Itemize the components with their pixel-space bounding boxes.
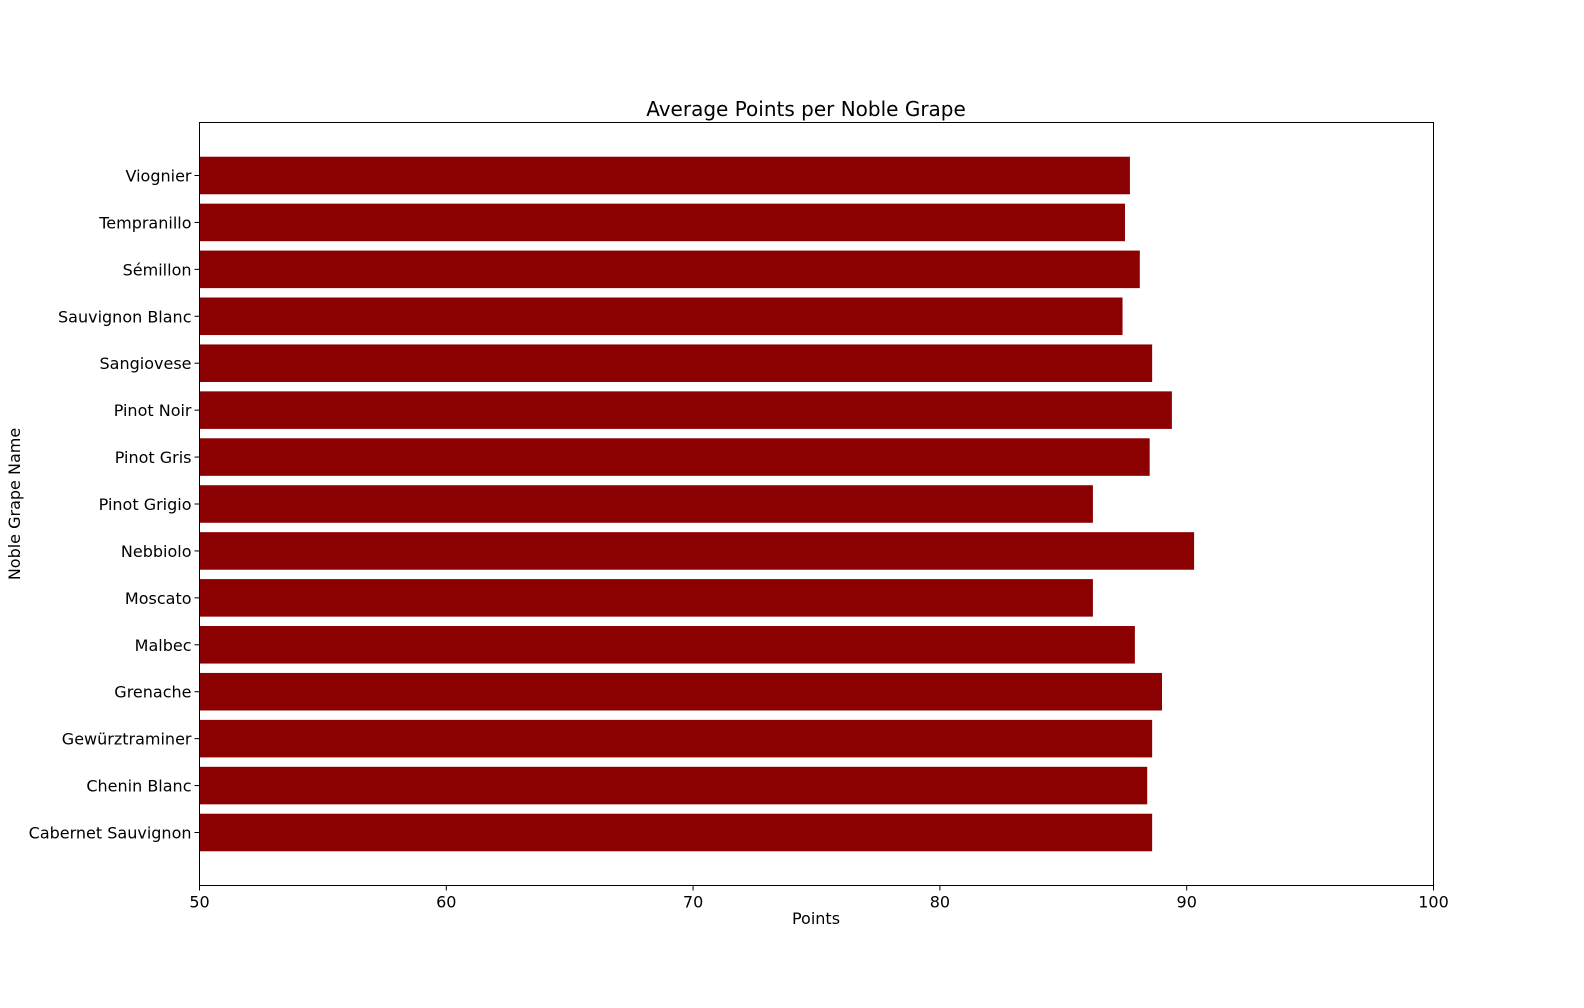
bar-pinot-grigio (199, 485, 1093, 523)
y-tick-label-sauvignon-blanc: Sauvignon Blanc (58, 307, 192, 326)
y-tick-label-gewurztraminer: Gewürztraminer (62, 730, 192, 749)
y-axis-label: Noble Grape Name (5, 428, 24, 580)
y-tick-label-tempranillo: Tempranillo (98, 213, 191, 232)
y-tick-label-semillon: Sémillon (123, 260, 192, 279)
y-tick-label-cabernet-sauvignon: Cabernet Sauvignon (29, 824, 192, 843)
bar-sauvignon-blanc (199, 297, 1123, 336)
bar-pinot-noir (199, 391, 1172, 429)
y-tick-label-nebbiolo: Nebbiolo (121, 542, 192, 561)
y-tick-label-pinot-grigio: Pinot Grigio (99, 495, 192, 514)
x-tick-label-60: 60 (436, 893, 456, 912)
bar-tempranillo (199, 203, 1125, 242)
bar-chenin-blanc (199, 766, 1148, 805)
bar-sangiovese (199, 344, 1153, 382)
x-axis: 50 60 70 80 90 100 (189, 885, 1449, 912)
bar-semillon (199, 250, 1140, 289)
bar-moscato (199, 579, 1093, 617)
bar-pinot-gris (199, 438, 1150, 476)
y-tick-label-grenache: Grenache (114, 683, 191, 702)
x-tick-label-90: 90 (1177, 893, 1197, 912)
x-tick-label-70: 70 (683, 893, 703, 912)
x-tick-label-80: 80 (930, 893, 950, 912)
y-tick-label-pinot-noir: Pinot Noir (114, 401, 192, 420)
y-tick-label-sangiovese: Sangiovese (100, 354, 192, 373)
y-axis: Cabernet Sauvignon Chenin Blanc Gewürztram… (29, 167, 200, 843)
y-tick-label-moscato: Moscato (125, 589, 192, 608)
bar-viognier (199, 156, 1130, 195)
y-tick-label-chenin-blanc: Chenin Blanc (86, 777, 191, 796)
x-axis-label: Points (792, 909, 840, 928)
bar-gewurztraminer (199, 719, 1153, 758)
y-tick-label-viognier: Viognier (126, 167, 192, 186)
x-tick-label-50: 50 (189, 893, 209, 912)
chart-title: Average Points per Noble Grape (646, 97, 966, 121)
bar-malbec (199, 626, 1135, 664)
bar-grenache (199, 672, 1163, 711)
y-tick-label-pinot-gris: Pinot Gris (115, 448, 192, 467)
x-tick-label-100: 100 (1418, 893, 1449, 912)
bar-cabernet-sauvignon (199, 813, 1153, 852)
y-tick-label-malbec: Malbec (135, 636, 192, 655)
bars-group (199, 156, 1195, 852)
bar-nebbiolo (199, 532, 1195, 570)
